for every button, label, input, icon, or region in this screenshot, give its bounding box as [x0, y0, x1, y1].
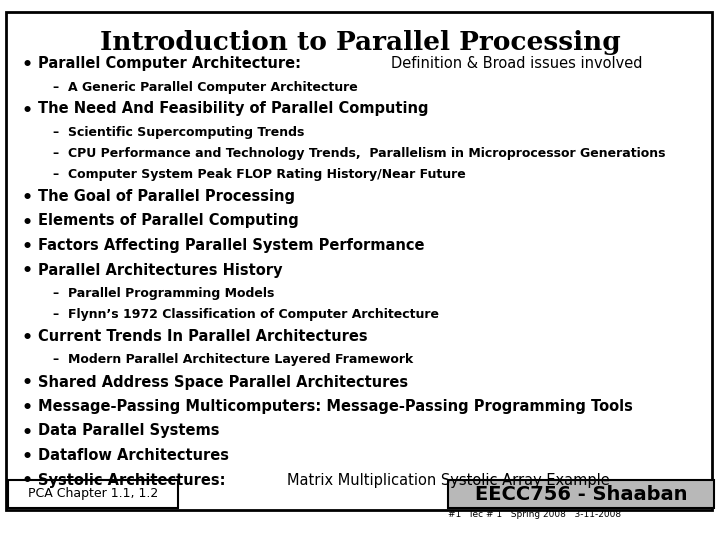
- Text: •: •: [22, 262, 33, 280]
- Text: A Generic Parallel Computer Architecture: A Generic Parallel Computer Architecture: [68, 80, 358, 93]
- Text: –: –: [52, 287, 58, 300]
- Text: CPU Performance and Technology Trends,  Parallelism in Microprocessor Generation: CPU Performance and Technology Trends, P…: [68, 147, 665, 160]
- Text: –: –: [52, 126, 58, 139]
- Text: Computer System Peak FLOP Rating History/Near Future: Computer System Peak FLOP Rating History…: [68, 168, 466, 181]
- Text: Data Parallel Systems: Data Parallel Systems: [38, 423, 220, 438]
- Bar: [8, 480, 178, 508]
- Text: Introduction to Parallel Processing: Introduction to Parallel Processing: [99, 30, 621, 55]
- Text: Parallel Programming Models: Parallel Programming Models: [68, 287, 274, 300]
- Text: •: •: [22, 472, 33, 490]
- Text: •: •: [22, 423, 33, 442]
- Text: Message-Passing Multicomputers: Message-Passing Programming Tools: Message-Passing Multicomputers: Message-…: [38, 399, 633, 414]
- Text: Scientific Supercomputing Trends: Scientific Supercomputing Trends: [68, 126, 305, 139]
- Text: The Goal of Parallel Processing: The Goal of Parallel Processing: [38, 189, 295, 204]
- Text: Parallel Computer Architecture:: Parallel Computer Architecture:: [38, 56, 311, 71]
- Text: –: –: [52, 147, 58, 160]
- Text: •: •: [22, 189, 33, 207]
- Text: •: •: [22, 375, 33, 393]
- Text: •: •: [22, 329, 33, 347]
- Text: Elements of Parallel Computing: Elements of Parallel Computing: [38, 213, 299, 228]
- Text: Dataflow Architectures: Dataflow Architectures: [38, 448, 229, 463]
- Text: •: •: [22, 238, 33, 256]
- Text: The Need And Feasibility of Parallel Computing: The Need And Feasibility of Parallel Com…: [38, 102, 428, 117]
- Text: EECC756 - Shaaban: EECC756 - Shaaban: [474, 484, 688, 503]
- Text: PCA Chapter 1.1, 1.2: PCA Chapter 1.1, 1.2: [28, 488, 158, 501]
- Text: Matrix Multiplication Systolic Array Example: Matrix Multiplication Systolic Array Exa…: [287, 472, 609, 488]
- Text: –: –: [52, 308, 58, 321]
- Text: Shared Address Space Parallel Architectures: Shared Address Space Parallel Architectu…: [38, 375, 408, 389]
- Text: –: –: [52, 354, 58, 367]
- Text: Systolic Architectures:: Systolic Architectures:: [38, 472, 230, 488]
- Text: Modern Parallel Architecture Layered Framework: Modern Parallel Architecture Layered Fra…: [68, 354, 413, 367]
- Text: Flynn’s 1972 Classification of Computer Architecture: Flynn’s 1972 Classification of Computer …: [68, 308, 439, 321]
- Bar: [448, 480, 714, 508]
- Text: #1   lec # 1   Spring 2008   3-11-2008: #1 lec # 1 Spring 2008 3-11-2008: [449, 510, 621, 519]
- Text: Parallel Architectures History: Parallel Architectures History: [38, 262, 282, 278]
- Text: –: –: [52, 80, 58, 93]
- Text: •: •: [22, 56, 33, 74]
- Text: •: •: [22, 399, 33, 417]
- Text: •: •: [22, 213, 33, 232]
- Text: Definition & Broad issues involved: Definition & Broad issues involved: [390, 56, 642, 71]
- Text: Current Trends In Parallel Architectures: Current Trends In Parallel Architectures: [38, 329, 368, 344]
- Text: •: •: [22, 448, 33, 466]
- Text: –: –: [52, 168, 58, 181]
- Text: •: •: [22, 102, 33, 119]
- Text: Factors Affecting Parallel System Performance: Factors Affecting Parallel System Perfor…: [38, 238, 425, 253]
